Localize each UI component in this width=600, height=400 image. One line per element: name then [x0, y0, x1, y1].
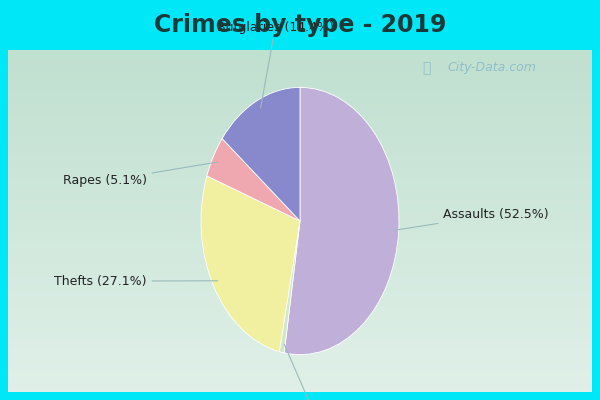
Wedge shape	[207, 138, 300, 221]
Text: Assaults (52.5%): Assaults (52.5%)	[394, 208, 549, 230]
Text: Crimes by type - 2019: Crimes by type - 2019	[154, 13, 446, 37]
Text: Murders (0.8%): Murders (0.8%)	[266, 344, 363, 400]
Wedge shape	[222, 87, 300, 221]
Wedge shape	[284, 87, 399, 354]
Text: Thefts (27.1%): Thefts (27.1%)	[54, 275, 218, 288]
Text: City-Data.com: City-Data.com	[448, 62, 536, 74]
Text: Burglaries (14.4%): Burglaries (14.4%)	[217, 21, 334, 108]
Text: Rapes (5.1%): Rapes (5.1%)	[62, 162, 218, 188]
Wedge shape	[280, 221, 300, 353]
Wedge shape	[201, 176, 300, 352]
Text: ⓘ: ⓘ	[422, 61, 430, 75]
